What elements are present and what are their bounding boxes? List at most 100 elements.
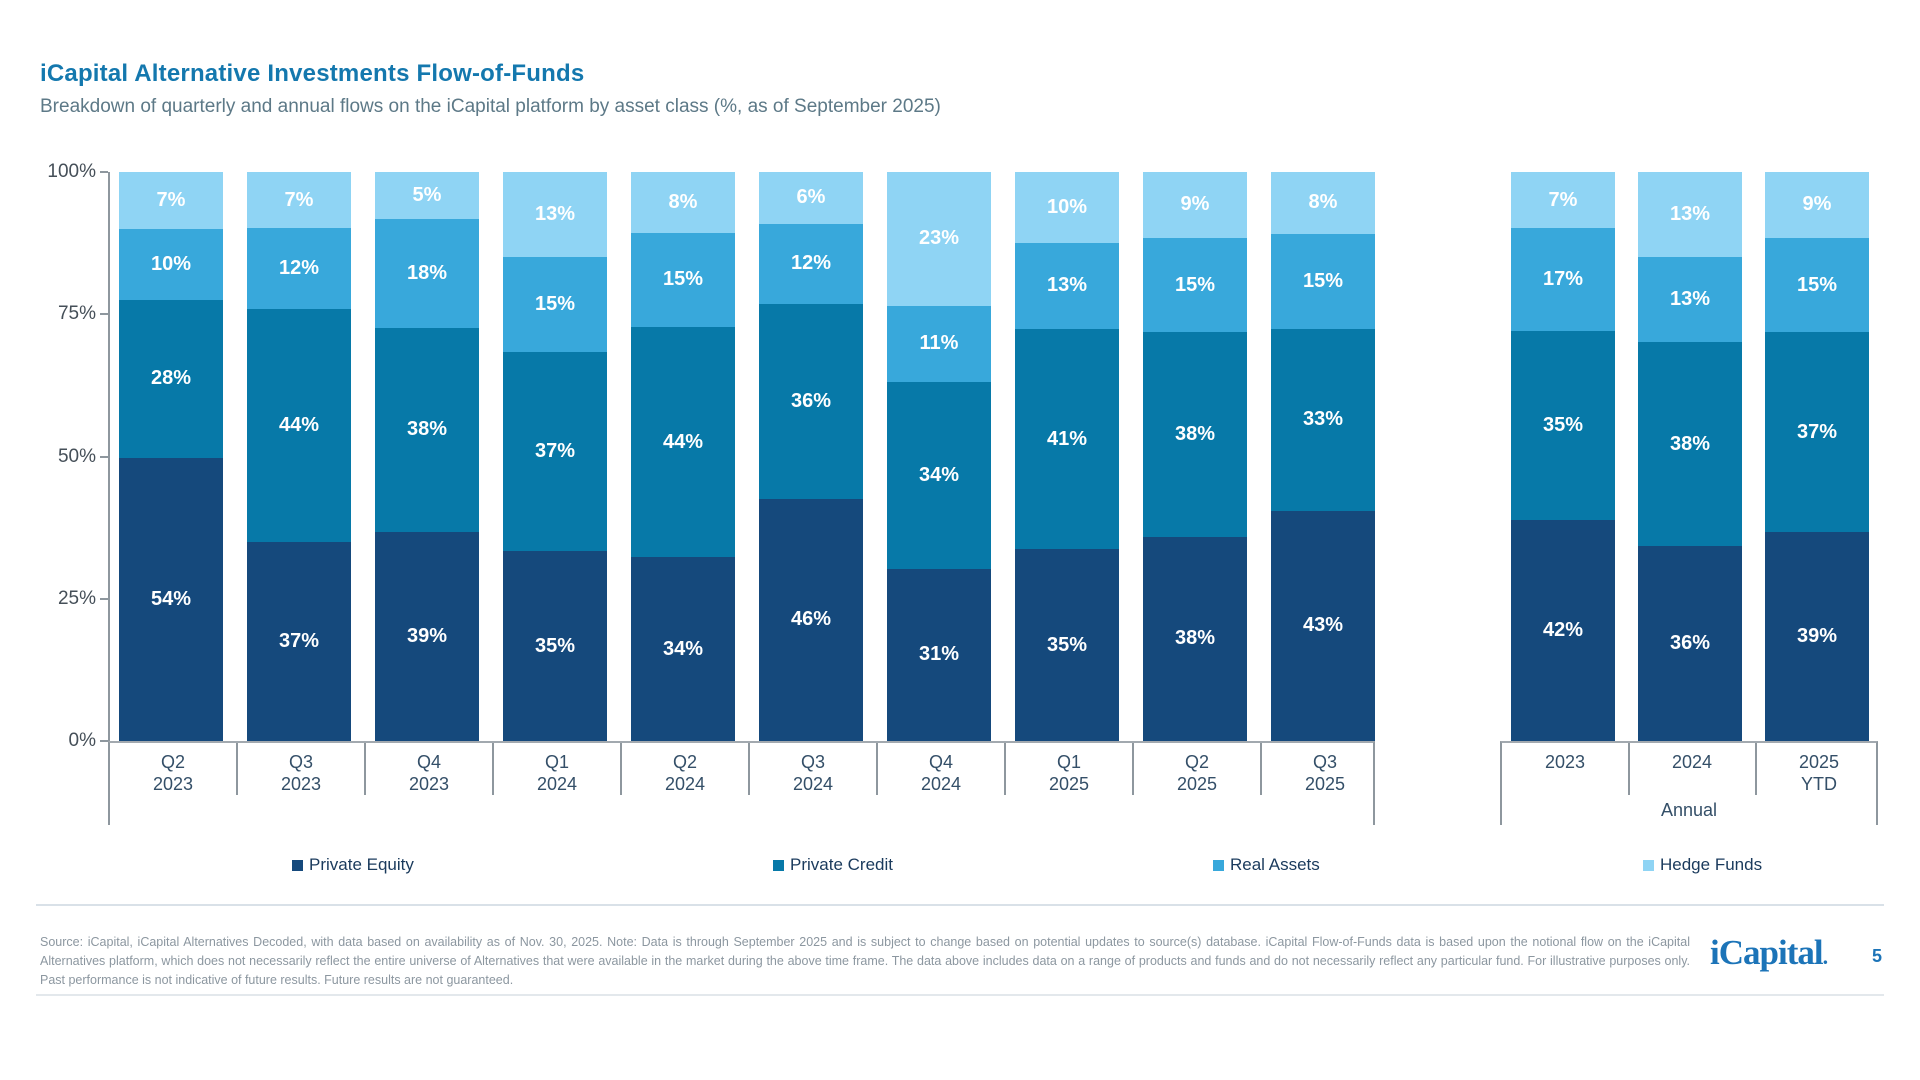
segment-value-label: 44% — [662, 430, 704, 453]
segment-private-credit: 37% — [503, 351, 607, 552]
segment-value-label: 13% — [1046, 274, 1088, 297]
segment-value-label: 7% — [156, 188, 186, 211]
segment-hedge-funds: 8% — [631, 172, 735, 233]
category-label-q2-2024: Q2 2024 — [664, 752, 706, 794]
segment-value-label: 13% — [1669, 288, 1711, 310]
category-divider — [364, 743, 366, 795]
category-label-2025-ytd: 2025 YTD — [1798, 752, 1840, 794]
y-axis-tick-label: 0% — [68, 730, 96, 751]
segment-hedge-funds: 7% — [1511, 172, 1615, 229]
segment-value-label: 33% — [1302, 408, 1344, 431]
bar-q3-2023: 37% 44% 12% 7% — [247, 172, 351, 741]
legend-label-hedge-funds: Hedge Funds — [1660, 855, 1763, 874]
category-divider — [620, 743, 622, 795]
category-label-q4-2023: Q4 2023 — [408, 752, 450, 794]
chart-legend: Private Equity Private Credit Real Assets H… — [0, 855, 1920, 879]
bar-q4-2023: 39% 38% 18% 5% — [375, 172, 479, 741]
segment-value-label: 15% — [1302, 269, 1344, 292]
y-axis-tick-label: 75% — [57, 303, 96, 325]
category-label-q3-2023: Q3 2023 — [280, 752, 322, 794]
category-divider — [1260, 743, 1262, 795]
page-subtitle: Breakdown of quarterly and annual flows … — [40, 96, 941, 117]
segment-hedge-funds: 6% — [759, 172, 863, 224]
segment-value-label: 38% — [1669, 432, 1711, 455]
legend-marker-real-assets — [1213, 859, 1224, 871]
footer-top-divider — [36, 904, 1884, 906]
bar-2023: 42% 35% 17% 7% — [1511, 172, 1615, 741]
segment-private-equity: 39% — [375, 531, 479, 741]
segment-hedge-funds: 5% — [375, 172, 479, 219]
segment-value-label: 39% — [1796, 624, 1838, 647]
category-label-q3-2024: Q3 2024 — [792, 752, 834, 794]
segment-real-assets: 15% — [1765, 237, 1869, 333]
segment-value-label: 12% — [278, 257, 320, 280]
segment-value-label: 13% — [534, 203, 576, 225]
segment-value-label: 31% — [918, 643, 960, 666]
segment-value-label: 9% — [1802, 193, 1832, 216]
segment-value-label: 5% — [412, 183, 442, 206]
segment-real-assets: 15% — [631, 232, 735, 327]
segment-value-label: 17% — [1542, 268, 1584, 291]
category-label-2024: 2024 — [1671, 752, 1713, 772]
legend-marker-hedge-funds — [1643, 859, 1654, 871]
bar-q4-2024: 31% 34% 11% 23% — [887, 172, 991, 741]
segment-value-label: 54% — [150, 587, 192, 610]
category-divider — [236, 743, 238, 795]
category-label-q4-2024: Q4 2024 — [920, 752, 962, 794]
segment-value-label: 36% — [1669, 632, 1711, 655]
segment-value-label: 15% — [534, 292, 576, 315]
segment-private-equity: 38% — [1143, 536, 1247, 741]
segment-value-label: 38% — [1174, 423, 1216, 446]
segment-hedge-funds: 7% — [247, 172, 351, 229]
segment-value-label: 35% — [1542, 413, 1584, 436]
group-label-annual: Annual — [1660, 800, 1718, 820]
legend-item-private-equity: Private Equity — [292, 855, 414, 875]
legend-item-hedge-funds: Hedge Funds — [1643, 855, 1762, 875]
segment-hedge-funds: 7% — [119, 171, 223, 229]
category-divider — [748, 743, 750, 795]
y-axis-tick — [100, 313, 108, 316]
y-axis-tick-label: 25% — [57, 587, 96, 609]
category-divider — [492, 743, 494, 795]
legend-item-real-assets: Real Assets — [1213, 855, 1320, 875]
segment-private-equity: 54% — [119, 457, 223, 741]
category-divider — [876, 743, 878, 795]
logo-dot: . — [1822, 944, 1828, 969]
segment-private-credit: 28% — [119, 299, 223, 458]
segment-private-equity: 37% — [247, 541, 351, 741]
legend-item-private-credit: Private Credit — [773, 855, 893, 875]
category-divider — [1627, 743, 1630, 795]
source-note: Source: iCapital, iCapital Alternatives … — [40, 935, 1690, 987]
segment-value-label: 43% — [1302, 614, 1344, 637]
category-divider — [1132, 743, 1134, 795]
segment-value-label: 28% — [150, 367, 192, 390]
segment-hedge-funds: 13% — [1638, 171, 1742, 257]
segment-value-label: 8% — [668, 190, 698, 213]
segment-value-label: 12% — [790, 252, 832, 275]
segment-private-equity: 43% — [1271, 510, 1375, 741]
segment-value-label: 15% — [1796, 273, 1838, 296]
y-axis-tick-label: 50% — [57, 445, 96, 467]
legend-marker-private-credit — [773, 859, 784, 871]
segment-private-equity: 39% — [1765, 531, 1869, 741]
segment-value-label: 38% — [406, 418, 448, 441]
segment-value-label: 42% — [1542, 618, 1584, 641]
segment-value-label: 41% — [1046, 427, 1088, 450]
segment-real-assets: 11% — [887, 305, 991, 382]
segment-real-assets: 12% — [759, 223, 863, 304]
segment-private-credit: 41% — [1015, 328, 1119, 550]
bar-q3-2025: 43% 33% 15% 8% — [1271, 172, 1375, 741]
bar-q2-2023: 54% 28% 10% 7% — [119, 171, 223, 741]
segment-real-assets: 15% — [1271, 233, 1375, 329]
bar-q2-2024: 34% 44% 15% 8% — [631, 172, 735, 741]
segment-real-assets: 18% — [375, 218, 479, 328]
segment-private-credit: 38% — [1143, 332, 1247, 537]
legend-marker-private-equity — [292, 859, 303, 871]
quarterly-bars: 54% 28% 10% 7% 37% 44% 12% 7% 39% 38% 18% 5% 35% 37% 1… — [119, 171, 1375, 741]
bar-2025-ytd: 39% 37% 15% 9% — [1765, 172, 1869, 741]
segment-value-label: 18% — [406, 261, 448, 284]
segment-private-credit: 44% — [631, 326, 735, 558]
segment-value-label: 8% — [1308, 191, 1338, 214]
segment-value-label: 34% — [662, 637, 704, 660]
segment-value-label: 39% — [406, 624, 448, 647]
